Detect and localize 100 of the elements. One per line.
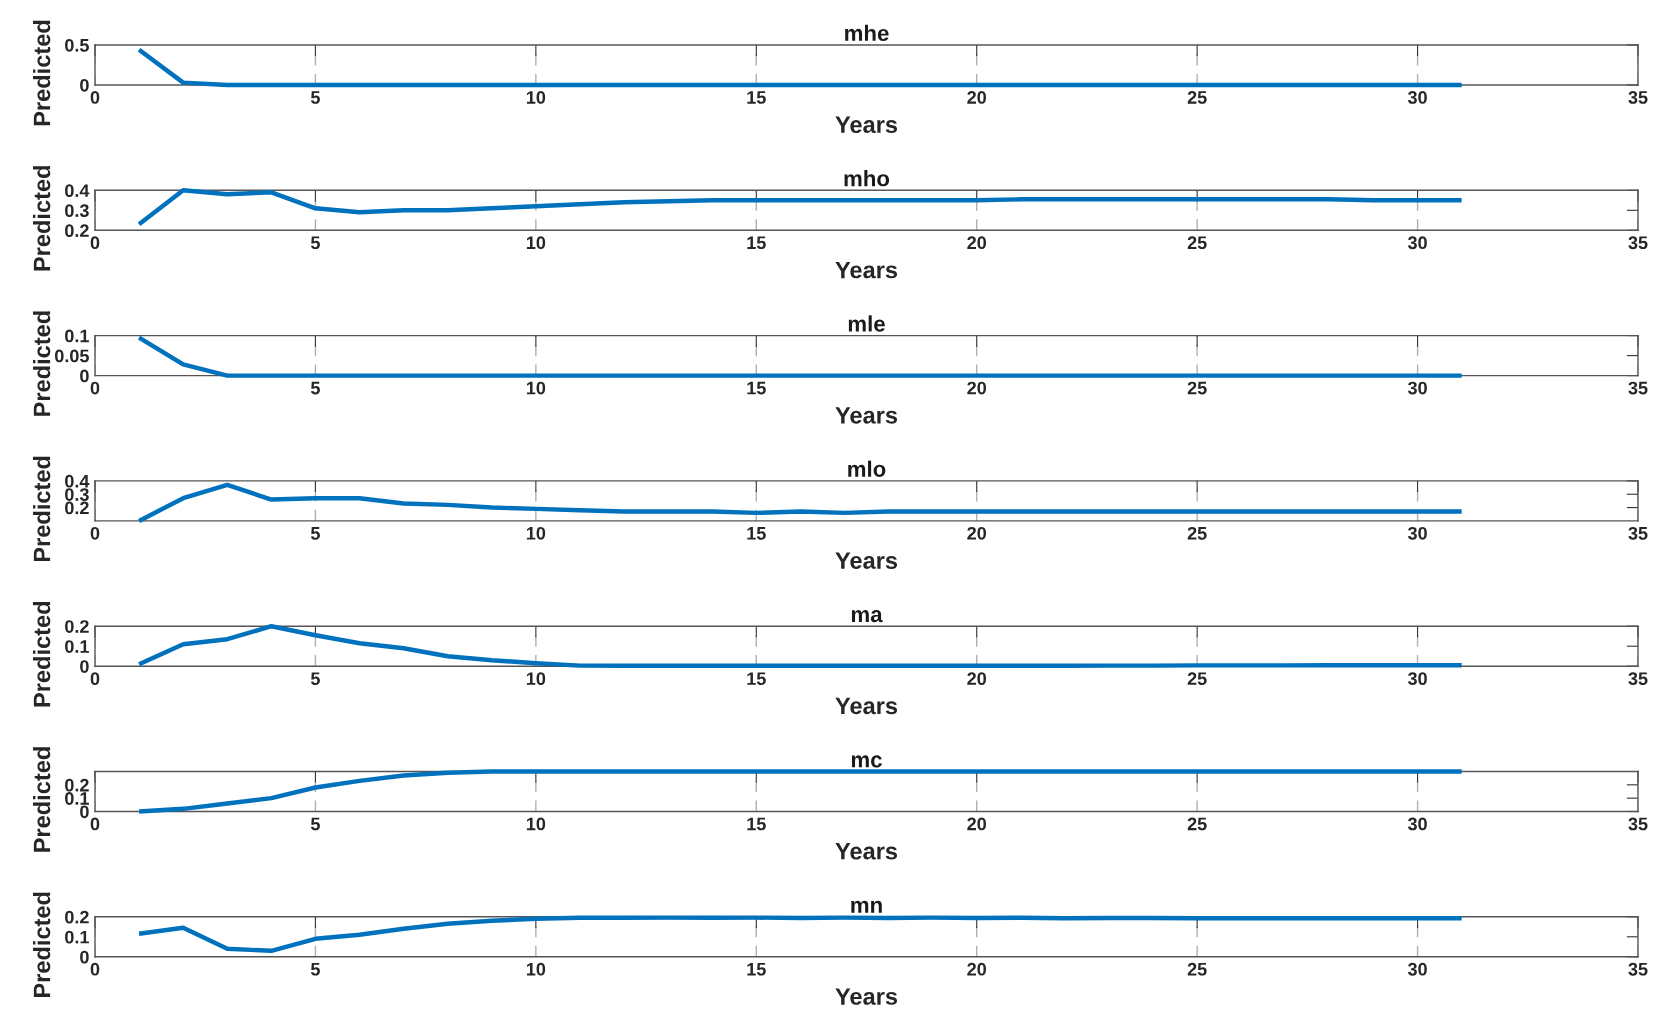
chart-title: ma <box>851 610 883 623</box>
x-tick-label: 0 <box>90 91 100 104</box>
x-tick-label: 15 <box>747 527 766 540</box>
x-tick-label: 0 <box>90 817 100 831</box>
x-tick-label: 5 <box>310 817 320 831</box>
y-tick-label: 0.1 <box>65 792 89 805</box>
x-tick-label: 10 <box>526 817 546 831</box>
y-tick-label: 0.5 <box>65 38 89 52</box>
x-tick-label: 35 <box>1628 381 1648 395</box>
y-tick-label: 0.2 <box>65 910 89 924</box>
x-tick-label: 20 <box>967 381 987 395</box>
x-tick-label: 15 <box>747 963 766 976</box>
y-tick-label: 0 <box>80 950 89 964</box>
y-tick-label: 0 <box>80 369 89 383</box>
x-axis-title: Years <box>835 988 898 1005</box>
x-tick-label: 25 <box>1187 381 1207 395</box>
y-axis-title: Predicted <box>32 456 51 562</box>
y-tick-label: 0.1 <box>65 329 89 343</box>
y-tick-label: 0.2 <box>65 224 89 238</box>
chart-title: mn <box>851 900 882 913</box>
x-tick-label: 35 <box>1628 91 1648 104</box>
x-axis-title: Years <box>835 261 898 279</box>
y-tick-label: 0 <box>80 78 89 92</box>
y-tick-label: 0.3 <box>65 204 89 218</box>
y-tick-label: 0.1 <box>65 930 89 944</box>
line-series <box>136 188 1464 227</box>
x-axis-title: Years <box>835 116 898 134</box>
y-axis-title: Predicted <box>32 311 51 416</box>
y-axis-title: Predicted <box>32 601 51 707</box>
x-tick-label: 30 <box>1407 672 1427 686</box>
y-axis-title: Predicted <box>32 166 51 271</box>
y-tick-label: 0.4 <box>65 184 90 198</box>
x-tick-label: 20 <box>967 817 987 831</box>
x-tick-label: 20 <box>967 526 987 540</box>
x-tick-label: 35 <box>1628 672 1648 686</box>
y-axis-title: Predicted <box>32 892 51 998</box>
x-tick-label: 10 <box>526 672 546 686</box>
y-tick-label: 0.2 <box>65 620 89 633</box>
x-tick-label: 30 <box>1407 236 1427 250</box>
x-tick-label: 20 <box>967 91 987 104</box>
x-tick-label: 10 <box>526 962 546 976</box>
x-tick-label: 30 <box>1407 817 1427 831</box>
x-axis-title: Years <box>835 697 898 715</box>
y-tick-label: 0.2 <box>65 778 89 792</box>
x-axis-title: Years <box>835 843 898 860</box>
x-tick-label: 25 <box>1187 817 1207 831</box>
x-tick-label: 5 <box>310 527 320 540</box>
x-tick-label: 15 <box>747 672 766 686</box>
x-tick-label: 5 <box>310 672 320 686</box>
x-tick-label: 10 <box>526 91 546 104</box>
x-tick-label: 0 <box>90 236 100 250</box>
x-tick-label: 0 <box>90 962 100 976</box>
x-axis-title: Years <box>835 407 898 424</box>
y-tick-label: 0.2 <box>65 501 89 515</box>
x-tick-label: 20 <box>967 962 987 976</box>
x-tick-label: 5 <box>310 963 320 976</box>
x-tick-label: 15 <box>747 236 766 250</box>
x-tick-label: 15 <box>747 91 766 104</box>
chart-title: mho <box>844 170 890 187</box>
x-tick-label: 35 <box>1628 962 1648 976</box>
x-tick-label: 30 <box>1407 381 1427 395</box>
line-series <box>136 623 1464 669</box>
x-tick-label: 25 <box>1187 962 1207 976</box>
y-tick-label: 0.4 <box>65 474 90 488</box>
line-series <box>136 482 1464 524</box>
x-tick-label: 25 <box>1187 236 1207 250</box>
x-tick-label: 0 <box>90 381 100 395</box>
x-tick-label: 20 <box>967 236 987 250</box>
x-tick-label: 15 <box>747 817 766 831</box>
x-tick-label: 15 <box>747 381 766 395</box>
x-tick-label: 10 <box>526 236 546 250</box>
y-axis-title: Predicted <box>32 747 51 852</box>
y-tick-label: 0.3 <box>65 488 89 501</box>
x-tick-label: 35 <box>1628 526 1648 540</box>
x-tick-label: 5 <box>310 91 320 104</box>
x-tick-label: 30 <box>1407 526 1427 540</box>
y-tick-label: 0.1 <box>65 640 89 653</box>
x-tick-label: 5 <box>310 381 320 395</box>
chart-title: mhe <box>845 24 889 42</box>
x-tick-label: 25 <box>1187 526 1207 540</box>
x-tick-label: 10 <box>526 381 546 395</box>
x-tick-label: 0 <box>90 672 100 686</box>
x-tick-label: 10 <box>526 526 546 540</box>
x-tick-label: 5 <box>310 236 320 250</box>
x-tick-label: 35 <box>1628 236 1648 250</box>
x-tick-label: 30 <box>1407 91 1427 104</box>
chart-title: mle <box>848 315 885 332</box>
x-tick-label: 25 <box>1187 672 1207 686</box>
x-tick-label: 20 <box>967 672 987 686</box>
line-series <box>136 915 1464 954</box>
y-axis-title: Predicted <box>32 20 51 126</box>
y-tick-label: 0.05 <box>55 349 89 363</box>
x-tick-label: 25 <box>1187 91 1207 104</box>
y-tick-label: 0 <box>80 660 89 673</box>
x-tick-label: 35 <box>1628 817 1648 831</box>
y-tick-label: 0 <box>80 805 89 819</box>
chart-title: mc <box>851 755 882 768</box>
line-series <box>136 769 1464 814</box>
x-tick-label: 30 <box>1407 962 1427 976</box>
x-axis-title: Years <box>835 552 898 569</box>
